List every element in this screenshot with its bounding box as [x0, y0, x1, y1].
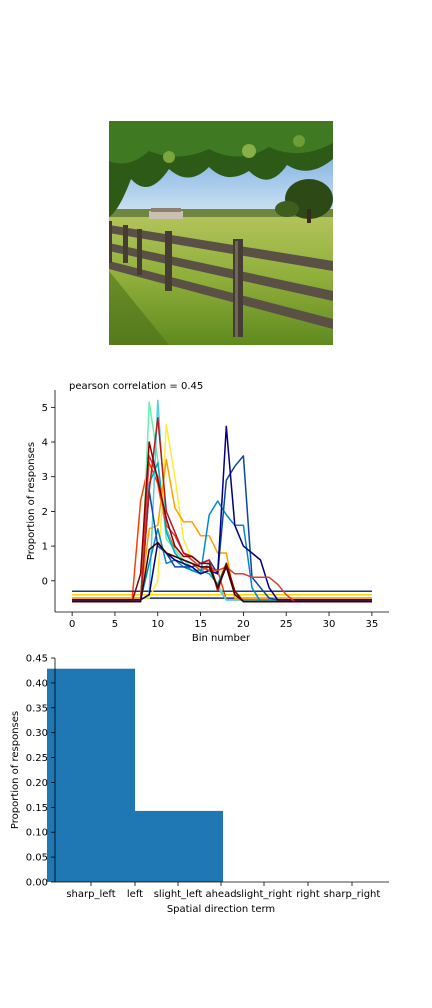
x-tick-label: 25	[280, 619, 293, 630]
y-tick-label: 0.00	[26, 878, 48, 889]
x-tick-label: left	[127, 889, 143, 900]
y-tick-label: 2	[42, 507, 48, 518]
x-tick-label: 5	[112, 619, 118, 630]
x-tick-label: slight_right	[236, 889, 292, 900]
bin-line-chart: pearson correlation = 0.45 0 5 10 15 20 25 30 3…	[26, 381, 389, 642]
x-tick-label: right	[296, 889, 320, 900]
x-tick-label: sharp_left	[66, 889, 115, 900]
x-tick-label: 10	[151, 619, 164, 630]
y-tick-label: 4	[42, 438, 48, 449]
bar-slight_left	[135, 810, 179, 882]
x-tick-label: ahead	[205, 889, 236, 900]
y-tick-label: 0.20	[26, 778, 48, 789]
y-tick-label: 0.30	[26, 728, 48, 739]
y-tick-label: 3	[42, 472, 48, 483]
x-axis-label: Bin number	[192, 633, 251, 642]
bar-sharp_left	[47, 668, 91, 882]
series-line-10	[72, 458, 372, 599]
chart-title: pearson correlation = 0.45	[69, 381, 203, 392]
scene-photo	[109, 121, 333, 345]
x-tick-label: sharp_right	[324, 889, 381, 900]
y-tick-label: 0	[42, 576, 48, 587]
y-tick-label: 0.25	[26, 753, 48, 764]
x-tick-label: 15	[194, 619, 207, 630]
series-line-13	[72, 425, 372, 601]
x-tick-label: 0	[69, 619, 75, 630]
series-line-17	[72, 541, 372, 603]
y-tick-label: 5	[42, 403, 48, 414]
y-tick-label: 0.05	[26, 853, 48, 864]
x-tick-label: 30	[323, 619, 336, 630]
x-tick-label: 20	[237, 619, 250, 630]
y-tick-label: 0.15	[26, 803, 48, 814]
y-tick-label: 0.40	[26, 678, 48, 689]
x-tick-label: 35	[366, 619, 379, 630]
bar-ahead	[179, 810, 223, 882]
y-tick-label: 0.10	[26, 828, 48, 839]
x-tick-label: slight_left	[154, 889, 203, 900]
x-axis-label: Spatial direction term	[167, 904, 275, 915]
y-axis-label: Proportion of responses	[10, 711, 21, 829]
y-tick-label: 1	[42, 542, 48, 553]
bar-left	[91, 668, 135, 882]
y-axis-label: Proportion of responses	[26, 442, 37, 560]
y-tick-label: 0.45	[26, 654, 48, 665]
direction-bar-chart: sharp_left left slight_left ahead slight_rig…	[10, 654, 389, 915]
y-tick-label: 0.35	[26, 703, 48, 714]
